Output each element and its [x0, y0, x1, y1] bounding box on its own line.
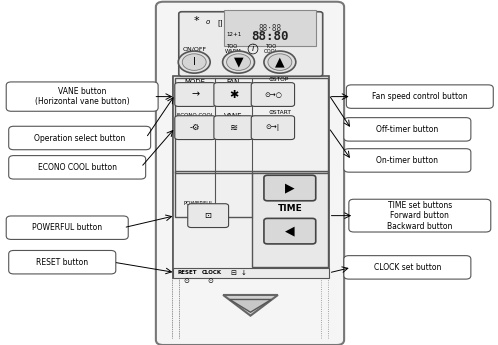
Text: ▼: ▼	[234, 55, 244, 68]
Text: *: *	[194, 16, 200, 26]
Text: POWERFUL button: POWERFUL button	[32, 223, 102, 232]
Text: -⚙: -⚙	[190, 123, 201, 132]
Text: 88·88: 88·88	[258, 24, 281, 33]
Text: ⊡: ⊡	[205, 211, 212, 220]
Text: ⊙STOP: ⊙STOP	[269, 77, 289, 82]
FancyBboxPatch shape	[264, 218, 316, 244]
Text: ⊙START: ⊙START	[269, 110, 292, 115]
Circle shape	[264, 51, 296, 73]
FancyBboxPatch shape	[188, 204, 229, 228]
Text: TIME: TIME	[277, 204, 302, 213]
Text: On-timer button: On-timer button	[376, 156, 438, 165]
Circle shape	[268, 54, 292, 70]
Bar	[252, 172, 328, 267]
Text: Fan speed control button: Fan speed control button	[372, 92, 468, 101]
Text: ≋: ≋	[230, 123, 238, 132]
Polygon shape	[230, 299, 271, 312]
Text: ◀: ◀	[285, 225, 295, 238]
FancyBboxPatch shape	[8, 250, 116, 274]
Bar	[173, 268, 329, 278]
Text: i: i	[252, 45, 254, 53]
Text: ⊙: ⊙	[208, 278, 214, 284]
FancyBboxPatch shape	[6, 82, 158, 111]
FancyBboxPatch shape	[347, 85, 493, 108]
Text: ▲: ▲	[275, 55, 285, 68]
Text: TIME set buttons
Forward button
Backward button: TIME set buttons Forward button Backward…	[387, 201, 453, 230]
Text: ✱: ✱	[229, 90, 238, 99]
Text: ⊙→○: ⊙→○	[264, 91, 282, 98]
Text: FAN: FAN	[227, 79, 240, 85]
Text: Off-timer button: Off-timer button	[376, 125, 438, 134]
FancyBboxPatch shape	[251, 83, 295, 107]
Text: ↓: ↓	[240, 270, 246, 276]
Bar	[173, 76, 329, 278]
Bar	[175, 171, 328, 217]
FancyBboxPatch shape	[344, 149, 471, 172]
Text: ECONO COOL button: ECONO COOL button	[38, 163, 117, 172]
FancyBboxPatch shape	[224, 10, 316, 46]
FancyBboxPatch shape	[179, 12, 323, 76]
Text: ON/OFF: ON/OFF	[182, 47, 206, 51]
Text: ⊙: ⊙	[184, 278, 190, 284]
Text: CLOCK set button: CLOCK set button	[374, 263, 441, 272]
Text: TOO
WARM: TOO WARM	[225, 44, 242, 54]
Text: ⊟: ⊟	[230, 270, 236, 276]
Text: VANE button
(Horizontal vane button): VANE button (Horizontal vane button)	[35, 87, 129, 106]
Text: MODE: MODE	[185, 79, 206, 85]
Text: I: I	[193, 57, 196, 67]
FancyBboxPatch shape	[214, 116, 253, 140]
Circle shape	[178, 51, 210, 73]
Text: Operation select button: Operation select button	[34, 134, 125, 142]
Circle shape	[182, 54, 206, 70]
FancyBboxPatch shape	[175, 83, 216, 107]
Text: →: →	[191, 90, 199, 99]
Text: 12+1: 12+1	[227, 32, 242, 37]
FancyBboxPatch shape	[214, 83, 253, 107]
Text: CLOCK: CLOCK	[202, 270, 222, 275]
FancyBboxPatch shape	[264, 175, 316, 201]
Text: VANE: VANE	[224, 112, 243, 119]
FancyBboxPatch shape	[175, 116, 216, 140]
Text: RESET button: RESET button	[36, 258, 88, 267]
FancyBboxPatch shape	[349, 199, 491, 232]
FancyBboxPatch shape	[8, 156, 146, 179]
Text: ▶: ▶	[285, 181, 295, 195]
Text: o: o	[206, 19, 210, 26]
FancyBboxPatch shape	[8, 126, 151, 150]
Polygon shape	[223, 295, 278, 316]
Text: TOO
COOL: TOO COOL	[264, 44, 279, 54]
Text: ⊙→|: ⊙→|	[266, 124, 280, 131]
Text: 88:80: 88:80	[251, 30, 289, 43]
FancyBboxPatch shape	[344, 118, 471, 141]
FancyBboxPatch shape	[251, 116, 295, 140]
Text: RESET: RESET	[177, 270, 197, 275]
Circle shape	[223, 51, 254, 73]
Circle shape	[227, 54, 250, 70]
Bar	[175, 78, 328, 172]
Text: POWERFUL: POWERFUL	[184, 201, 214, 206]
Text: []: []	[218, 19, 224, 26]
Text: ECONO COOL: ECONO COOL	[177, 113, 214, 118]
FancyBboxPatch shape	[6, 216, 128, 239]
FancyBboxPatch shape	[344, 256, 471, 279]
FancyBboxPatch shape	[156, 2, 344, 345]
